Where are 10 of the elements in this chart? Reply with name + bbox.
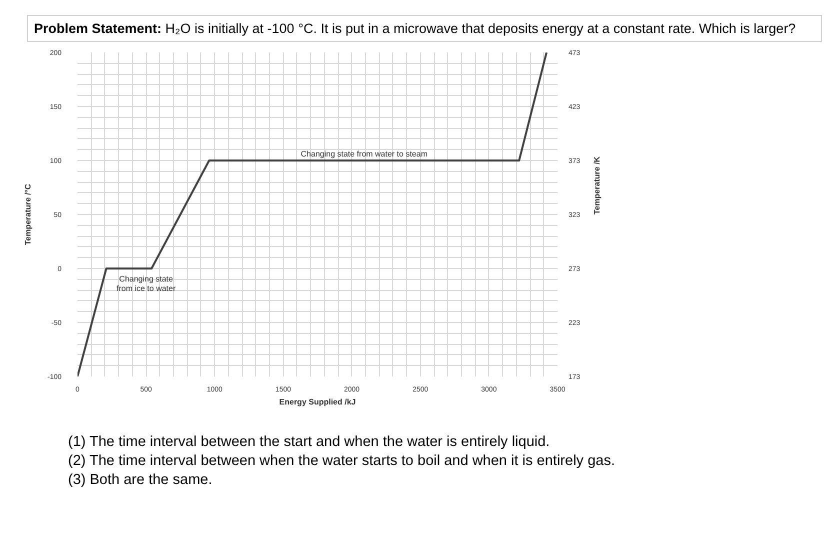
text: (3) Both are the same.: [68, 471, 214, 490]
chart-title: Problem Statement: H₂O is initially at -100 °C. It is put in a microwave that deposits energy at a constant rate. Which is larger?: [27, 15, 822, 42]
x-axis-title: Energy Supplied /kJ: [279, 398, 356, 406]
annotation: Changing state from water to steam: [300, 150, 428, 158]
y2-axis-title: Temperature /K: [592, 156, 602, 214]
line-series: [78, 52, 548, 376]
text: (2) The time interval between when the water starts to boil and when it is entirely gas.: [68, 452, 615, 471]
text: (1) The time interval between the start and when the water is entirely liquid.: [68, 433, 551, 452]
annotation: Changing state from ice to water: [116, 274, 176, 293]
y-axis-title: Temperature /°C: [23, 184, 32, 246]
